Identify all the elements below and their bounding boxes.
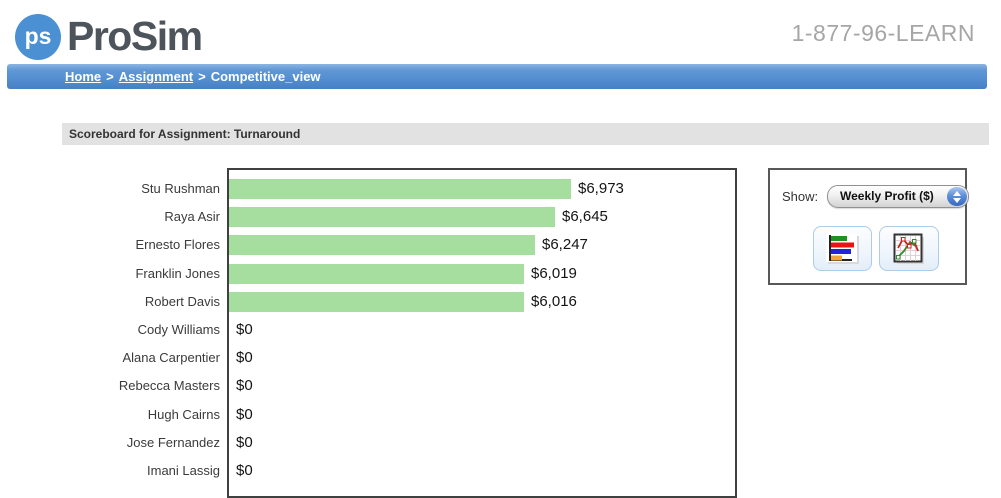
player-name: Franklin Jones <box>135 265 220 281</box>
chart-controls-panel: Show: Weekly Profit ($) <box>768 168 969 285</box>
section-title: Scoreboard for Assignment: Turnaround <box>69 127 301 141</box>
prosim-logo[interactable]: ps ProSim <box>15 13 203 60</box>
profit-value: $6,973 <box>578 180 624 197</box>
bar-chart-icon <box>825 233 859 264</box>
player-name: Stu Rushman <box>141 181 220 196</box>
player-name: Cody Williams <box>137 322 220 337</box>
dropdown-stepper-icon <box>947 187 967 206</box>
profit-bar <box>229 207 555 228</box>
profit-value: $0 <box>236 377 253 395</box>
profit-bar <box>229 291 524 312</box>
prosim-logo-icon: ps <box>15 13 61 60</box>
line-chart-icon <box>893 233 924 264</box>
bar-chart-view-button[interactable] <box>813 226 872 271</box>
breadcrumb-assignment[interactable]: Assignment <box>118 69 194 84</box>
player-name: Alana Carpentier <box>122 350 220 366</box>
profit-value: $6,247 <box>542 236 588 254</box>
chevron-down-icon <box>953 197 961 203</box>
player-name: Imani Lassig <box>147 463 220 478</box>
breadcrumb-separator: > <box>198 69 206 84</box>
player-name: Jose Fernandez <box>126 434 220 450</box>
profit-value: $6,645 <box>562 208 608 226</box>
section-title-bar: Scoreboard for Assignment: Turnaround <box>62 123 989 145</box>
player-name: Ernesto Flores <box>135 237 220 253</box>
player-name: Rebecca Masters <box>118 378 220 394</box>
profit-value: $0 <box>236 321 253 338</box>
player-name: Raya Asir <box>164 209 220 225</box>
profit-value: $0 <box>236 405 253 423</box>
metric-dropdown[interactable]: Weekly Profit ($) <box>827 185 969 208</box>
profit-value: $6,019 <box>531 264 577 282</box>
profit-bar <box>229 263 524 284</box>
profit-bar <box>229 235 535 256</box>
profit-value: $0 <box>236 349 253 367</box>
breadcrumb-current: Competitive_view <box>210 69 321 84</box>
show-label: Show: <box>782 189 819 204</box>
phone-number: 1-877-96-LEARN <box>791 20 975 46</box>
prosim-logo-text: ProSim <box>67 13 203 59</box>
breadcrumb-home[interactable]: Home <box>65 69 102 84</box>
profit-value: $6,016 <box>531 292 577 310</box>
player-name: Robert Davis <box>144 293 220 309</box>
profit-value: $0 <box>236 462 253 479</box>
line-chart-view-button[interactable] <box>879 226 939 271</box>
chevron-up-icon <box>953 190 961 196</box>
profit-value: $0 <box>236 433 253 451</box>
profit-bar <box>229 179 571 199</box>
metric-dropdown-value: Weekly Profit ($) <box>840 189 934 203</box>
breadcrumb: Home > Assignment > Competitive_view <box>7 64 987 89</box>
player-name: Hugh Cairns <box>147 406 220 422</box>
breadcrumb-separator: > <box>106 69 114 84</box>
